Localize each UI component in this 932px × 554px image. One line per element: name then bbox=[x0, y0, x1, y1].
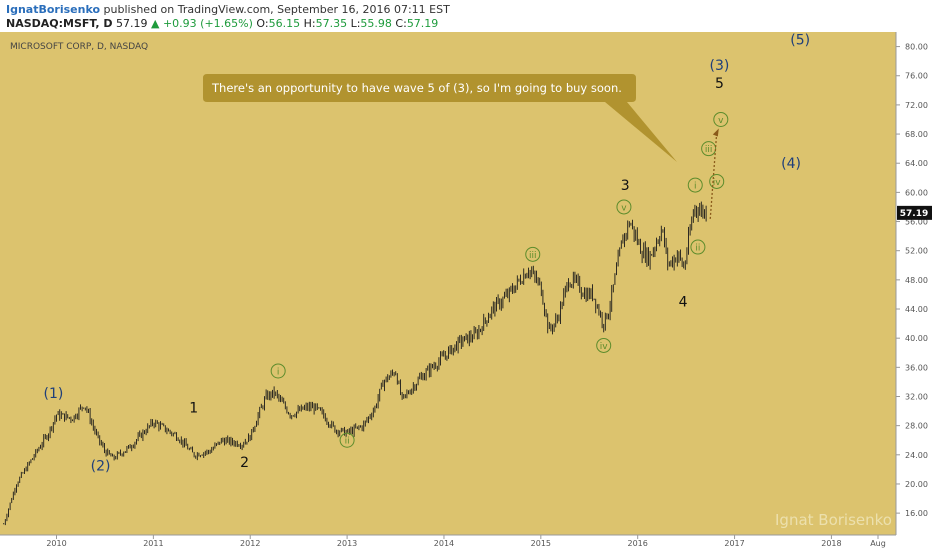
wave-label-circle bbox=[701, 141, 717, 157]
x-tick-label: 2015 bbox=[531, 539, 551, 548]
projection-arrowhead-icon bbox=[712, 128, 719, 137]
close-value: 57.19 bbox=[406, 17, 439, 30]
wave-label-primary: (1) bbox=[44, 386, 64, 402]
wave-label-minor: i bbox=[277, 367, 280, 377]
x-tick-label: 2018 bbox=[821, 539, 841, 548]
y-tick-labels: 16.00 20.00 24.00 28.00 32.00 36.00 40.00 44.00… bbox=[896, 43, 928, 518]
wave-label-circle bbox=[616, 199, 632, 215]
wave-label-circle bbox=[709, 173, 725, 189]
price-axis[interactable] bbox=[896, 32, 932, 550]
high-value: 57.35 bbox=[315, 17, 348, 30]
publish-line: IgnatBorisenko published on TradingView.… bbox=[6, 3, 450, 16]
legend-title: MICROSOFT CORP, D, NASDAQ bbox=[10, 42, 148, 52]
x-tick-label: 2016 bbox=[628, 539, 648, 548]
y-tick-label: 20.00 bbox=[905, 480, 928, 489]
wave-label-intermediate: 2 bbox=[240, 455, 249, 471]
price-bars bbox=[3, 201, 707, 526]
wave-label-intermediate: 1 bbox=[189, 400, 198, 416]
x-tick-label: 2012 bbox=[240, 539, 260, 548]
author-watermark: Ignat Borisenko bbox=[775, 511, 892, 529]
y-tick-label: 40.00 bbox=[905, 334, 928, 343]
chart-header: IgnatBorisenko published on TradingView.… bbox=[0, 0, 932, 32]
author-link[interactable]: IgnatBorisenko bbox=[6, 3, 101, 16]
published-text: published on TradingView.com, September … bbox=[103, 3, 450, 16]
wave-label-intermediate: 5 bbox=[715, 76, 724, 92]
ohlc-line: NASDAQ:MSFT, D 57.19 ▲ +0.93 (+1.65%) O:… bbox=[6, 17, 438, 30]
y-tick-label: 24.00 bbox=[905, 451, 928, 460]
x-tick-label: Aug bbox=[870, 539, 886, 548]
x-tick-label: 2011 bbox=[143, 539, 163, 548]
x-tick-label: 2013 bbox=[337, 539, 357, 548]
projection-dotted-line bbox=[709, 131, 718, 219]
y-tick-label: 28.00 bbox=[905, 422, 928, 431]
wave-label-primary: (4) bbox=[781, 156, 801, 172]
last-price-tag-text: 57.19 bbox=[900, 209, 928, 219]
wave-label-minor: iv bbox=[713, 178, 722, 188]
last-price-tag: 57.19 bbox=[897, 205, 932, 220]
x-tick-labels: 2010 2011 2012 2013 2014 2015 2016 2017 2018 Aug bbox=[46, 535, 886, 548]
y-tick-label: 36.00 bbox=[905, 363, 928, 372]
y-tick-label: 76.00 bbox=[905, 72, 928, 81]
symbol-label[interactable]: NASDAQ:MSFT, D bbox=[6, 17, 113, 30]
wave-label-intermediate: 3 bbox=[621, 178, 630, 194]
x-tick-label: 2017 bbox=[724, 539, 744, 548]
callout-text: There's an opportunity to have wave 5 of… bbox=[211, 81, 622, 95]
callout-bubble bbox=[203, 74, 677, 162]
y-tick-label: 64.00 bbox=[905, 159, 928, 168]
open-value: 56.15 bbox=[268, 17, 301, 30]
wave-label-intermediate: 4 bbox=[679, 295, 688, 311]
wave-label-circle bbox=[270, 363, 286, 379]
wave-label-minor: iv bbox=[600, 342, 609, 352]
wave-label-minor: ii bbox=[345, 437, 350, 447]
wave-label-circle bbox=[339, 432, 355, 448]
low-value: 55.98 bbox=[360, 17, 392, 30]
close-label: C: bbox=[395, 17, 407, 30]
low-label: L: bbox=[350, 17, 361, 30]
change-arrow-icon: ▲ bbox=[151, 17, 160, 30]
y-tick-label: 48.00 bbox=[905, 276, 928, 285]
wave-label-primary: (2) bbox=[91, 459, 111, 475]
y-tick-label: 16.00 bbox=[905, 509, 928, 518]
y-tick-label: 44.00 bbox=[905, 305, 928, 314]
change-value: +0.93 (+1.65%) bbox=[162, 17, 253, 30]
wave-label-primary: (5) bbox=[790, 32, 810, 48]
wave-label-minor: ii bbox=[695, 244, 700, 254]
wave-label-circle bbox=[713, 111, 729, 127]
plot-background[interactable] bbox=[0, 32, 896, 535]
y-tick-label: 68.00 bbox=[905, 130, 928, 139]
chart-area[interactable]: 16.00 20.00 24.00 28.00 32.00 36.00 40.00 44.00… bbox=[0, 32, 932, 550]
wave-label-minor: v bbox=[718, 116, 724, 126]
x-tick-label: 2014 bbox=[434, 539, 454, 548]
wave-label-primary: (3) bbox=[710, 58, 730, 74]
y-tick-label: 56.00 bbox=[905, 218, 928, 227]
wave-label-minor: v bbox=[621, 203, 627, 213]
y-tick-label: 52.00 bbox=[905, 247, 928, 256]
y-tick-label: 80.00 bbox=[905, 43, 928, 52]
wave-label-minor: iii bbox=[529, 251, 537, 261]
high-label: H: bbox=[303, 17, 316, 30]
time-axis[interactable] bbox=[0, 535, 932, 550]
x-tick-label: 2010 bbox=[46, 539, 66, 548]
wave-label-circle bbox=[525, 246, 541, 262]
last-price: 57.19 bbox=[116, 17, 148, 30]
wave-label-circle bbox=[690, 239, 706, 255]
wave-label-minor: iii bbox=[705, 145, 713, 155]
last-price-tag-box bbox=[897, 205, 932, 220]
y-tick-label: 72.00 bbox=[905, 101, 928, 110]
wave-label-circle bbox=[596, 337, 612, 353]
price-chart[interactable]: 16.00 20.00 24.00 28.00 32.00 36.00 40.00 44.00… bbox=[0, 32, 932, 550]
open-label: O: bbox=[256, 17, 269, 30]
y-tick-label: 60.00 bbox=[905, 188, 928, 197]
wave-label-minor: i bbox=[694, 182, 697, 192]
wave-label-circle bbox=[687, 177, 703, 193]
y-tick-label: 32.00 bbox=[905, 392, 928, 401]
callout[interactable]: There's an opportunity to have wave 5 of… bbox=[203, 74, 677, 162]
